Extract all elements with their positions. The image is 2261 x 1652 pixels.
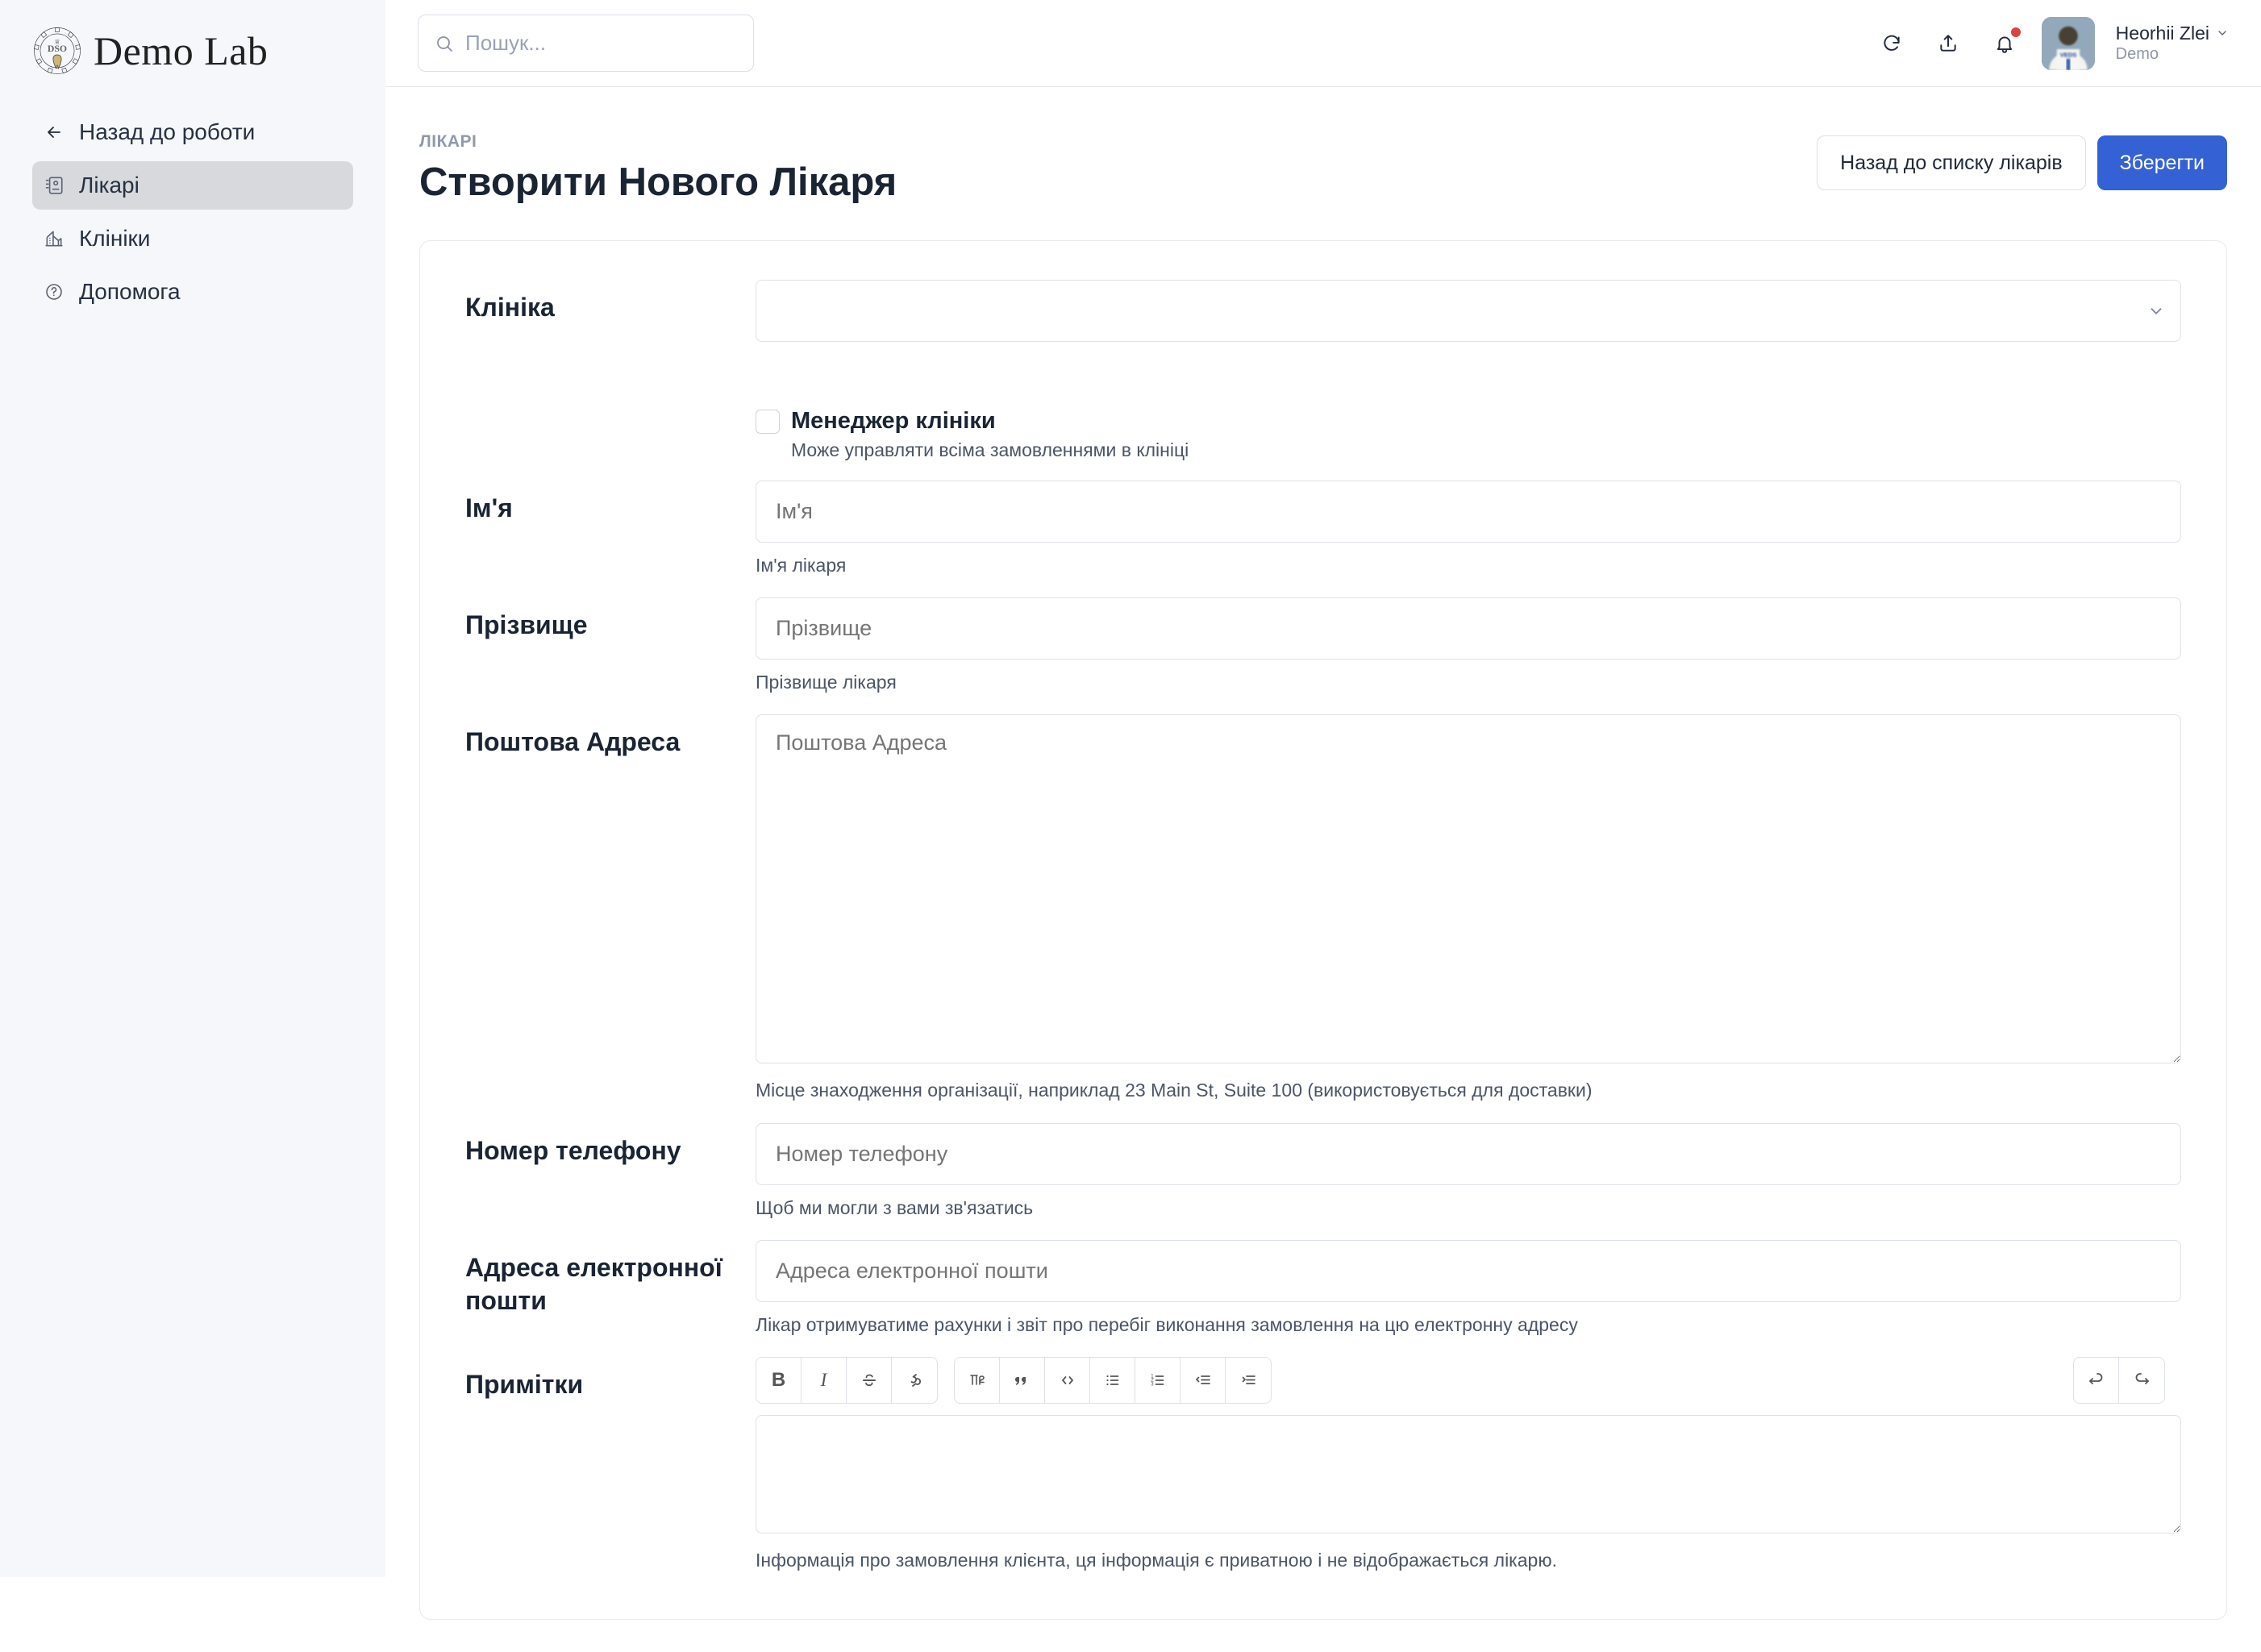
svg-text:VEDS: VEDS	[2059, 51, 2076, 58]
svg-text:♕: ♕	[54, 38, 60, 45]
